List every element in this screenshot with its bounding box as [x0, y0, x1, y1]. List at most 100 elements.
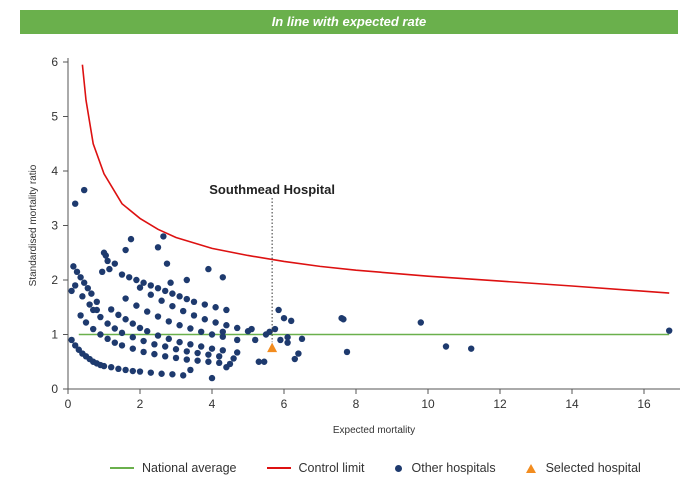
other-hospital-point [118, 342, 126, 349]
other-hospital-point [77, 274, 84, 281]
other-hospital-point [284, 339, 291, 346]
other-hospital-point [144, 308, 151, 315]
other-hospital-point [81, 279, 88, 286]
other-hospital-point [208, 374, 216, 382]
x-tick-label: 6 [281, 397, 288, 411]
other-hospital-point [183, 348, 190, 355]
x-tick-label: 16 [637, 397, 651, 411]
other-hospital-point [68, 287, 75, 295]
other-hospital-point [77, 312, 84, 319]
other-hospital-point [277, 336, 284, 344]
other-hospital-point [187, 325, 194, 332]
legend-item-selected-hospital: Selected hospital [525, 461, 641, 475]
other-hospital-point [151, 341, 158, 348]
other-hospital-point [122, 366, 129, 374]
control-limit-line [81, 64, 670, 294]
plot-marks [68, 64, 673, 382]
other-hospital-point [280, 314, 288, 322]
other-hospital-point [212, 304, 219, 311]
x-axis-title: Expected mortality [333, 425, 415, 436]
other-hospital-point [104, 335, 111, 343]
other-hospital-point [219, 274, 226, 281]
x-tick-label: 12 [493, 397, 507, 411]
other-hospital-point [172, 354, 180, 362]
other-hospital-point [158, 370, 165, 377]
other-hospital-point [136, 324, 144, 332]
other-hospital-point [190, 312, 198, 319]
other-hospital-point [187, 341, 194, 348]
other-hospital-point [205, 351, 212, 358]
other-hospital-point [81, 186, 88, 194]
legend-label: Selected hospital [545, 461, 641, 475]
y-tick-label: 2 [51, 273, 58, 287]
other-hospital-point [176, 322, 183, 329]
other-hospital-point [180, 307, 187, 315]
legend-item-national-average: National average [110, 461, 237, 475]
y-tick-label: 6 [51, 55, 58, 69]
other-hospital-point [154, 244, 162, 251]
other-hospital-point [187, 366, 194, 374]
other-hospital-point [154, 313, 162, 320]
x-tick-label: 8 [353, 397, 360, 411]
other-hospital-point [97, 331, 104, 338]
other-hospital-point [442, 343, 450, 350]
other-hospital-point [88, 290, 95, 297]
other-hospital-point [111, 260, 119, 267]
other-hospital-point [97, 313, 104, 321]
selected-hospital-point [267, 342, 278, 353]
x-tick-label: 4 [209, 397, 216, 411]
other-hospital-point [154, 284, 162, 292]
other-hospital-point [133, 276, 140, 284]
other-hospital-point [93, 298, 101, 305]
control-limit-swatch [266, 467, 291, 469]
y-axis-title: Standardised mortality ratio [28, 164, 39, 286]
other-hospital-point [151, 350, 158, 358]
other-hospital-point [140, 279, 147, 286]
other-hospital-point [127, 235, 135, 243]
other-hospital-point [129, 367, 136, 375]
other-hospital-point [165, 335, 172, 343]
other-hospital-point [160, 233, 167, 240]
other-hospital-point [219, 328, 226, 335]
other-hospital-point [284, 334, 291, 341]
other-hospital-point [144, 328, 151, 335]
y-tick-label: 5 [51, 110, 58, 124]
other-hospital-point [169, 290, 176, 297]
other-hospital-point [73, 268, 81, 276]
other-hospital-point [129, 320, 136, 327]
y-tick-label: 3 [51, 219, 58, 233]
other-hospital-point [180, 372, 187, 379]
other-hospital-point [201, 301, 208, 308]
other-hospital-point [147, 282, 154, 289]
other-hospitals-swatch [394, 464, 402, 472]
other-hospital-point [234, 336, 241, 344]
other-hospital-point [230, 355, 237, 362]
other-hospital-point [176, 338, 183, 346]
other-hospital-point [169, 302, 176, 310]
other-hospital-point [136, 284, 144, 291]
other-hospital-point [111, 339, 119, 346]
other-hospital-point [70, 263, 77, 270]
other-hospital-point [147, 291, 154, 298]
other-hospital-point [72, 282, 79, 289]
other-hospital-point [162, 287, 169, 295]
other-hospital-point [183, 295, 190, 303]
other-hospital-point [72, 342, 79, 349]
other-hospital-point [169, 371, 176, 378]
other-hospital-point [165, 318, 172, 325]
other-hospital-point [288, 317, 295, 325]
other-hospital-point [104, 320, 111, 327]
other-hospital-point [205, 358, 212, 365]
other-hospital-point [275, 306, 282, 314]
other-hospital-point [108, 306, 115, 313]
selected-hospital-swatch [525, 463, 536, 473]
other-hospital-point [167, 279, 174, 286]
other-hospital-point [140, 337, 147, 345]
other-hospital-point [198, 343, 205, 350]
other-hospital-point [162, 353, 169, 360]
y-tick-label: 1 [51, 328, 58, 342]
other-hospital-point [129, 345, 136, 352]
other-hospital-point [111, 325, 119, 332]
